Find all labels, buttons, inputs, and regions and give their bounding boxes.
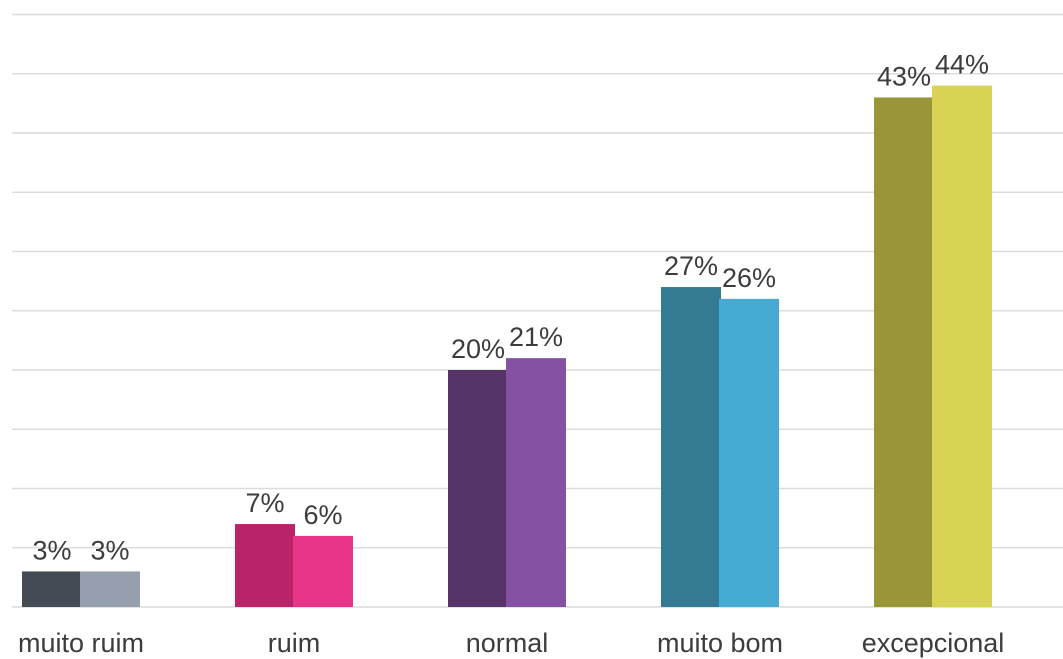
bars xyxy=(22,85,992,608)
x-tick-label: muito ruim xyxy=(18,628,144,658)
bar-normal-series-1 xyxy=(448,370,508,607)
data-label: 6% xyxy=(303,500,342,530)
bar-ruim-series-2 xyxy=(293,535,353,607)
bar-muito-ruim-series-1 xyxy=(22,571,82,607)
x-tick-label: muito bom xyxy=(657,628,783,658)
bar-muito-bom-series-2 xyxy=(719,298,779,607)
x-tick-label: normal xyxy=(466,628,549,658)
data-label: 27% xyxy=(664,251,718,281)
data-label: 3% xyxy=(90,535,129,565)
bar-normal-series-2 xyxy=(506,358,566,607)
data-label: 21% xyxy=(509,322,563,352)
bar-muito-bom-series-1 xyxy=(661,287,721,607)
data-label: 44% xyxy=(935,50,989,80)
data-label: 43% xyxy=(877,61,931,91)
data-label: 20% xyxy=(451,334,505,364)
bar-excepcional-series-2 xyxy=(932,85,992,608)
bar-excepcional-series-1 xyxy=(874,97,934,607)
bar-muito-ruim-series-2 xyxy=(80,571,140,607)
x-tick-label: ruim xyxy=(268,628,321,658)
x-tick-label: excepcional xyxy=(862,628,1005,658)
bar-ruim-series-1 xyxy=(235,524,295,607)
data-labels: 3% 3% 7% 6% 20% 21% 27% 26% 43% 44% xyxy=(32,50,989,566)
data-label: 26% xyxy=(722,263,776,293)
data-label: 7% xyxy=(245,488,284,518)
data-label: 3% xyxy=(32,535,71,565)
x-axis-tick-labels: muito ruim ruim normal muito bom excepcional xyxy=(18,628,1004,658)
